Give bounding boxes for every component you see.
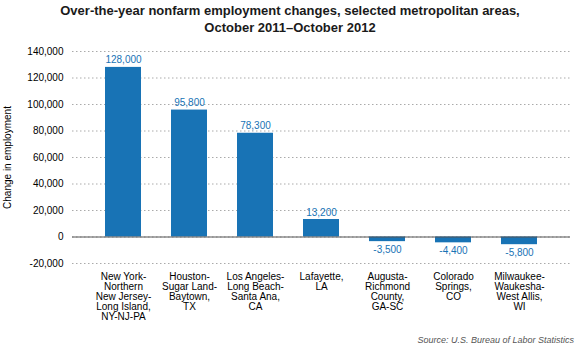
svg-text:-4,400: -4,400: [439, 245, 468, 256]
svg-text:140,000: 140,000: [27, 45, 64, 56]
html-text:Over-the-year nonfarm employme: Over-the-year nonfarm employment changes…: [60, 3, 520, 35]
svg-text:13,200: 13,200: [306, 206, 337, 217]
svg-text:-5,800: -5,800: [505, 247, 534, 258]
svg-text:95,800: 95,800: [174, 97, 205, 108]
svg-text:0: 0: [58, 231, 64, 242]
svg-text:Los Angeles-Long Beach-Santa A: Los Angeles-Long Beach-Santa Ana,CA: [227, 270, 285, 311]
svg-text:120,000: 120,000: [27, 72, 64, 83]
svg-text:78,300: 78,300: [240, 120, 271, 131]
svg-text:Change in employment: Change in employment: [2, 106, 13, 209]
svg-text:New York-NorthernNew Jersey-Lo: New York-NorthernNew Jersey-Long Island,…: [96, 270, 152, 321]
svg-text:-20,000: -20,000: [30, 257, 64, 268]
svg-text:Lafayette,LA: Lafayette,LA: [300, 270, 344, 291]
svg-text:40,000: 40,000: [33, 178, 64, 189]
svg-text:80,000: 80,000: [33, 125, 64, 136]
svg-text:128,000: 128,000: [105, 54, 142, 65]
svg-text:20,000: 20,000: [33, 204, 64, 215]
svg-text:Augusta-RichmondCounty,GA-SC: Augusta-RichmondCounty,GA-SC: [365, 270, 410, 311]
svg-text:ColoradoSprings,CO: ColoradoSprings,CO: [433, 270, 474, 301]
svg-text:60,000: 60,000: [33, 151, 64, 162]
svg-text:100,000: 100,000: [27, 98, 64, 109]
svg-text:Houston-Sugar Land-Baytown,TX: Houston-Sugar Land-Baytown,TX: [162, 270, 217, 311]
svg-text:-3,500: -3,500: [373, 244, 402, 255]
svg-text:Milwaukee-Waukesha-West Allis,: Milwaukee-Waukesha-West Allis,WI: [494, 270, 545, 311]
html-text:Source: U.S. Bureau of Labor S: Source: U.S. Bureau of Labor Statistics: [417, 334, 574, 345]
